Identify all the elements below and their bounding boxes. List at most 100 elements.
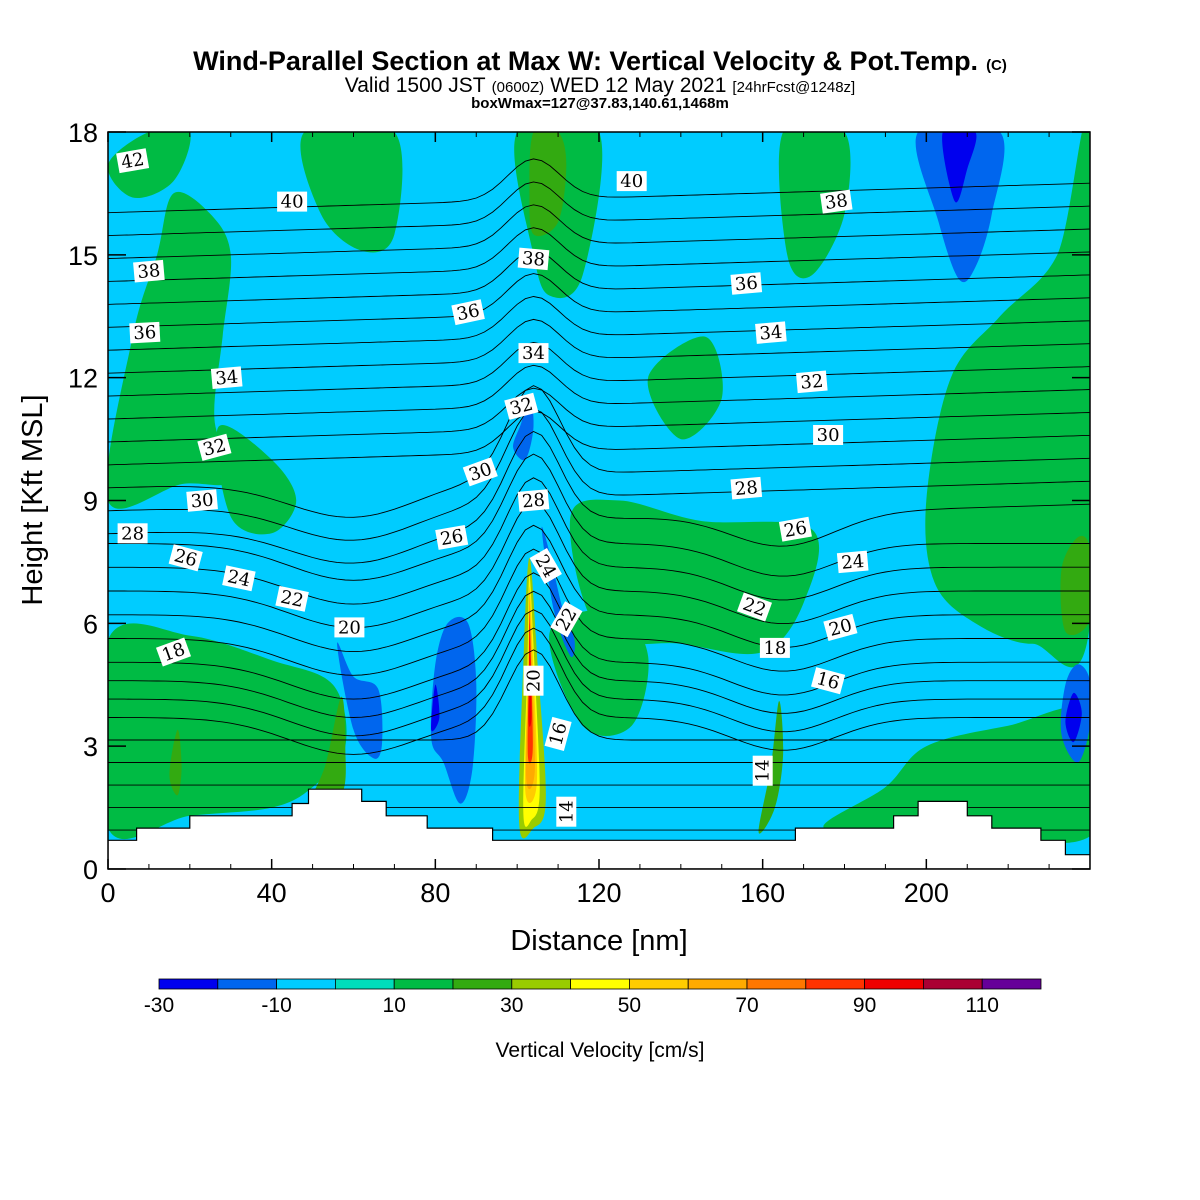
colorbar-swatch [687,978,748,990]
contour-label-text: 32 [800,371,825,394]
contour-label-34: 34 [755,321,787,345]
contour-label-14: 14 [752,755,774,786]
velocity-cell-17 [430,616,477,804]
theta-contour-layer [108,158,1090,831]
theta-contour-18 [108,649,1090,741]
colorbar-swatch [334,978,395,990]
contour-label-36: 36 [730,272,763,296]
theta-contour-22 [108,572,1090,700]
theta-contour-39 [108,227,1090,282]
chart-subtitle: Valid 1500 JST (0600Z) WED 12 May 2021 [24h… [345,74,855,97]
contour-label-text: 42 [120,149,146,174]
y-tick-label: 12 [68,364,98,394]
colorbar-swatch [570,978,630,990]
contour-label-28: 28 [117,523,148,544]
velocity-cell-18 [337,642,383,759]
contour-label-text: 20 [338,617,361,638]
contour-label-text: 36 [734,273,759,296]
contour-label-text: 26 [439,526,465,551]
contour-label-24: 24 [222,565,256,591]
contour-label-text: 36 [133,322,157,344]
velocity-cell-8 [778,132,851,279]
theta-contour-27 [108,453,1090,581]
colorbar-tick-label: 90 [853,994,876,1017]
colorbar-swatch [923,978,983,990]
box-max-info: boxWmax=127@37.83,140.61,1468m [471,95,729,112]
contour-label-text: 34 [214,367,239,390]
theta-contour-33 [108,364,1090,420]
contour-label-36: 36 [451,299,485,325]
contour-label-38: 38 [517,247,550,271]
contour-label-22: 22 [736,592,773,622]
contour-label-text: 26 [782,517,808,542]
contour-label-32: 32 [795,370,828,394]
chart-title: Wind-Parallel Section at Max W: Vertical… [193,46,1007,76]
contour-label-34: 34 [518,343,549,364]
colorbar-swatch [629,978,689,990]
contour-label-text: 28 [734,477,759,500]
theta-contour-28 [108,430,1090,564]
y-axis-label: Height [Kft MSL] [17,394,49,605]
contour-label-22: 22 [275,585,309,612]
velocity-cell-14 [529,132,567,237]
colorbar-swatch [864,978,924,990]
contour-label-text: 22 [279,587,306,612]
velocity-cell-10 [823,706,1090,844]
contour-label-40: 40 [277,191,308,213]
contour-label-text: 40 [620,171,643,192]
theta-contour-41 [108,181,1090,237]
theta-contour-37 [108,273,1090,328]
contour-label-20: 20 [334,617,365,638]
contour-label-42: 42 [116,148,150,174]
theta-contour-34 [108,341,1090,397]
colorbar: -30 -10 10 30 50 70 90 110 [144,978,1042,1017]
x-tick-label: 80 [420,878,450,908]
x-tick-label: 120 [576,878,621,908]
terrain-profile [108,788,1090,869]
contour-label-text: 24 [225,566,252,591]
contour-label-text: 28 [521,490,546,513]
colorbar-tick-label: 30 [500,994,523,1017]
contour-label-18: 18 [759,637,790,659]
theta-contour-30 [108,385,1090,518]
theta-contour-35 [108,318,1090,374]
contour-label-38: 38 [133,259,165,283]
theta-contour-38 [108,250,1090,305]
contour-label-text: 28 [121,523,144,544]
contour-label-14: 14 [556,796,577,827]
colorbar-swatch [452,978,513,990]
theta-contour-32 [108,387,1090,443]
y-tick-label: 15 [68,241,98,271]
contour-label-text: 38 [521,248,546,271]
theta-contour-40 [108,204,1090,259]
colorbar-tick-label: -30 [144,994,174,1017]
contour-label-24: 24 [836,550,869,574]
contour-label-32: 32 [504,392,539,420]
y-tick-label: 0 [83,855,98,885]
colorbar-swatch [158,978,219,990]
colorbar-swatch [217,978,278,990]
x-tick-label: 0 [100,878,115,908]
contour-label-34: 34 [210,366,243,390]
x-tick-label: 40 [257,878,287,908]
velocity-cell-11 [647,336,723,440]
contour-label-text: 30 [817,425,840,446]
contour-label-16: 16 [811,667,846,694]
velocity-cell-1 [108,191,232,509]
colorbar-tick-label: -10 [261,994,291,1017]
colorbar-swatch [981,978,1042,990]
contour-label-text: 18 [763,638,786,659]
contour-label-text: 14 [556,800,577,823]
contour-label-36: 36 [129,321,161,344]
colorbar-title: Vertical Velocity [cm/s] [496,1039,705,1062]
theta-contour-36 [108,296,1090,351]
colorbar-swatch [746,978,807,990]
velocity-cell-4 [108,132,191,199]
contour-label-text: 40 [281,192,304,213]
contour-label-text: 36 [455,300,482,325]
y-tick-label: 6 [83,609,98,639]
contour-label-38: 38 [820,189,853,214]
